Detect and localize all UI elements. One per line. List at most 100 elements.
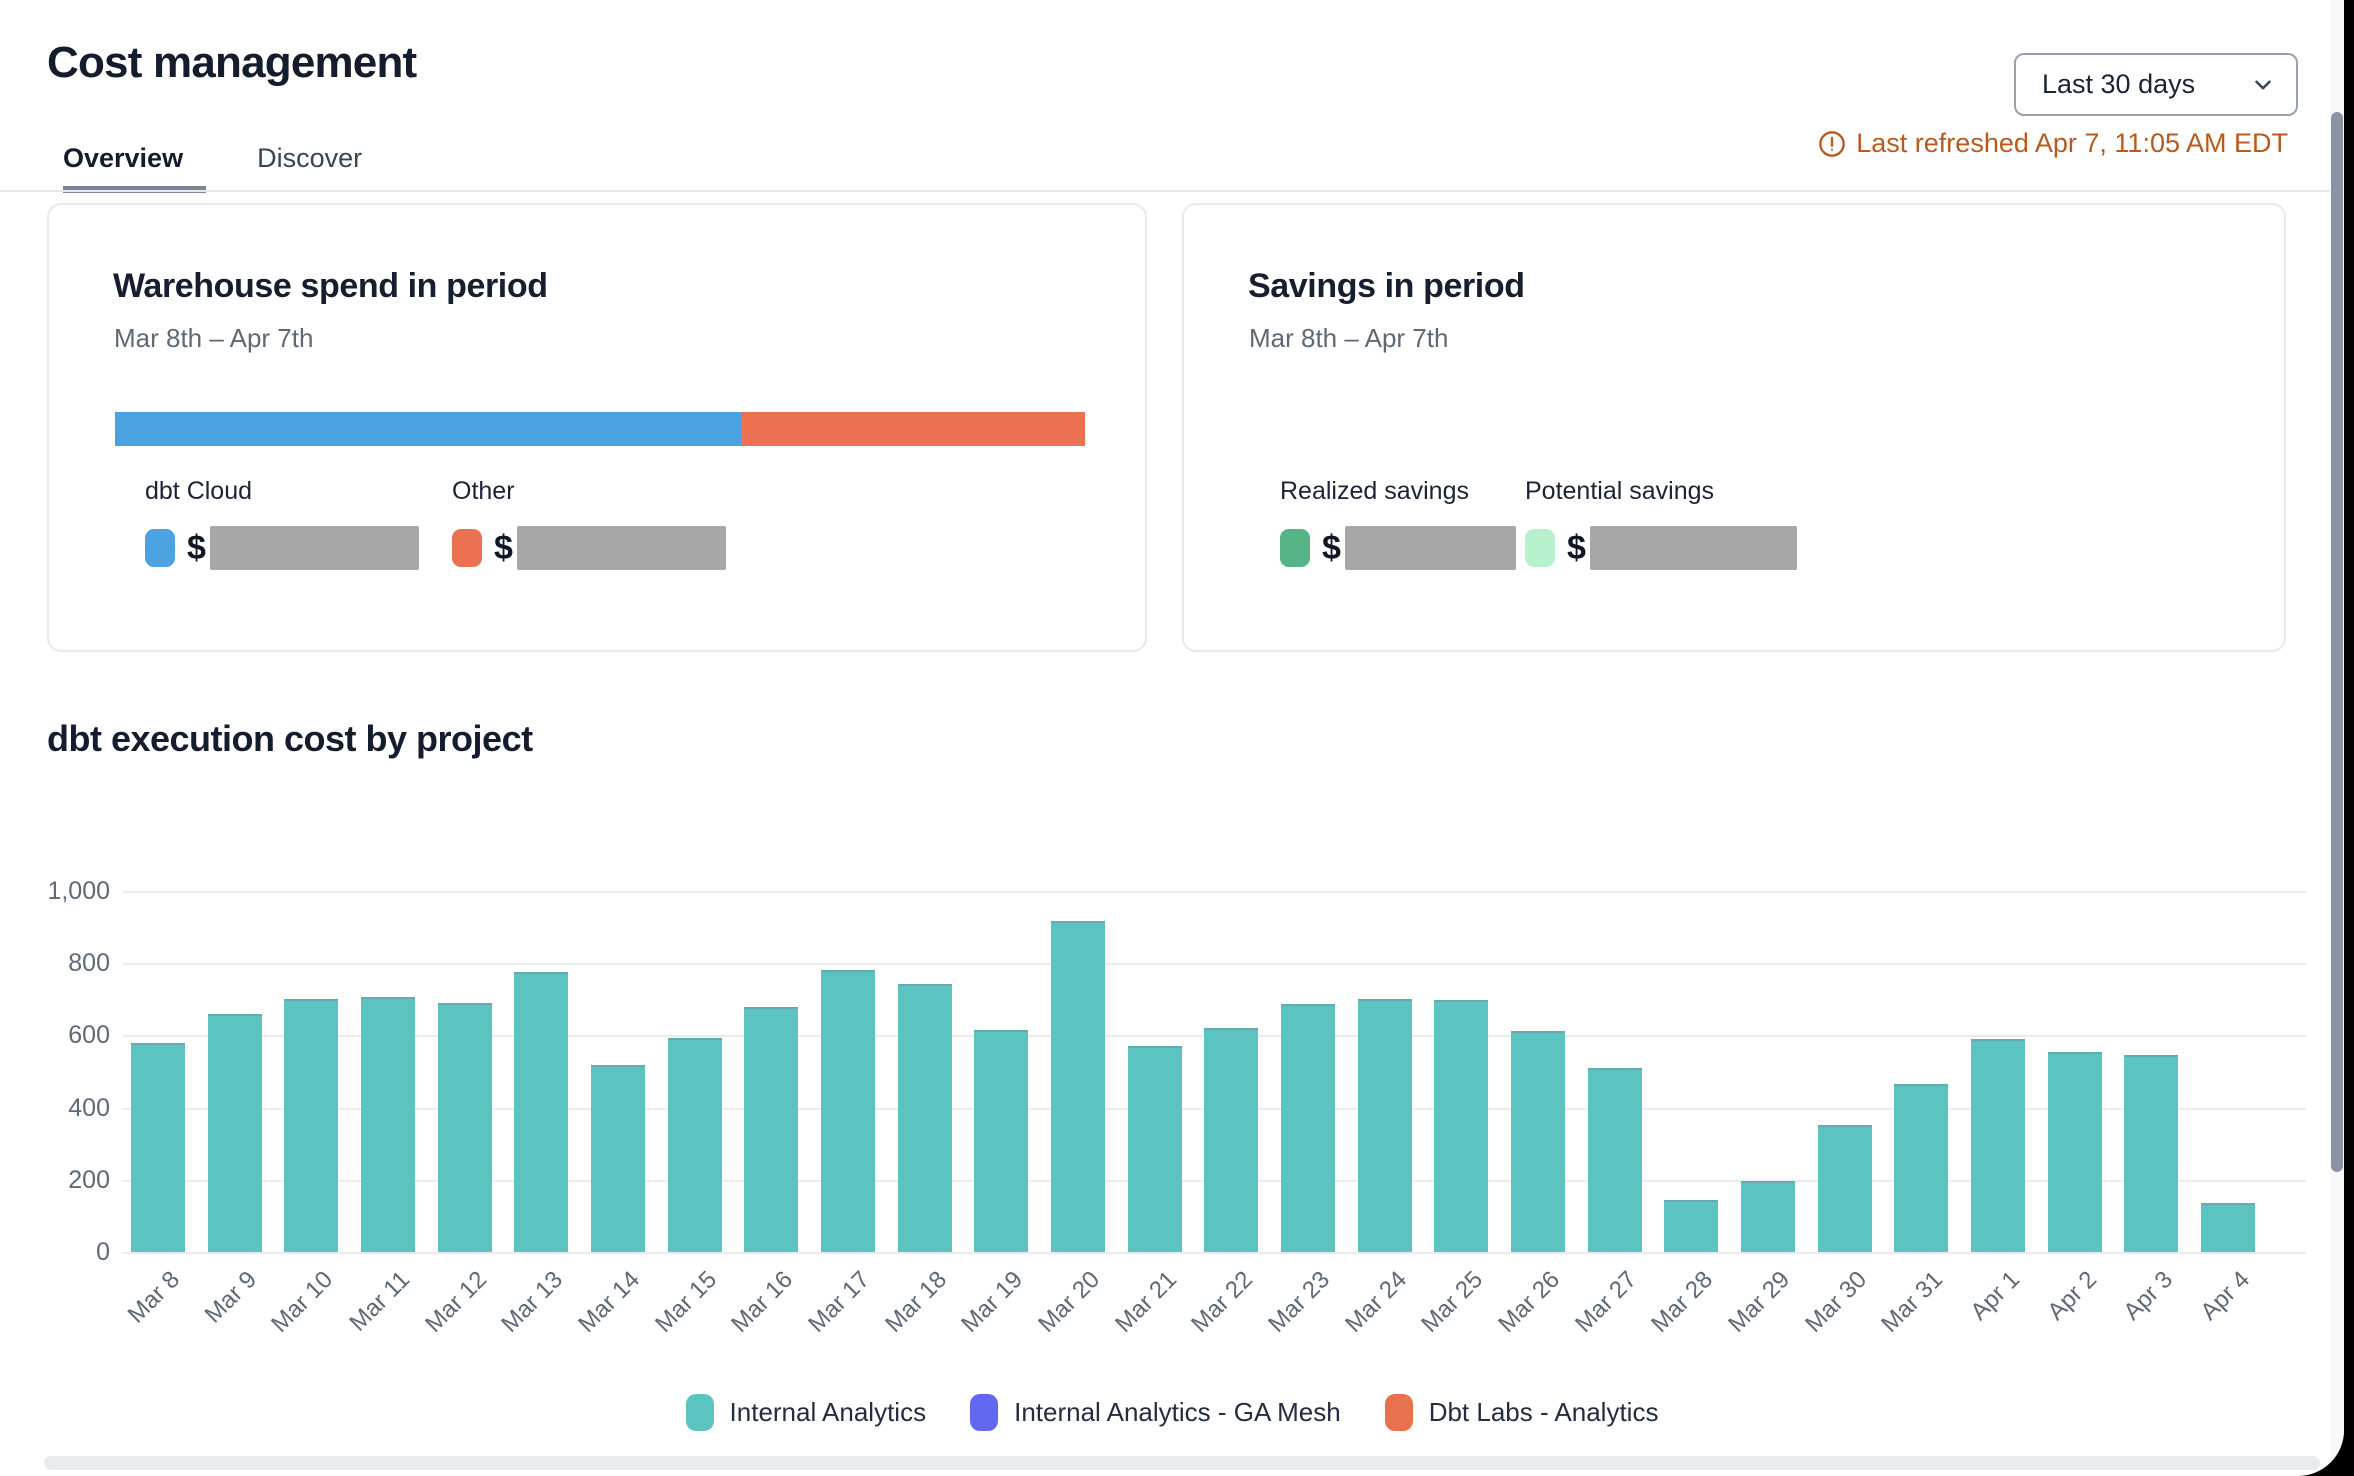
chevron-down-icon: [2255, 79, 2271, 90]
x-axis-tick-label: Mar 11: [344, 1266, 416, 1337]
x-axis-tick-label: Mar 26: [1493, 1266, 1566, 1338]
redacted-amount: [1589, 526, 1797, 570]
legend-color-swatch: [685, 1394, 714, 1431]
legend-item-dbt-labs-analytics[interactable]: Dbt Labs - Analytics: [1384, 1394, 1659, 1431]
currency-symbol: $: [1322, 528, 1341, 567]
redacted-amount: [1344, 526, 1516, 570]
x-axis-tick-label: Mar 21: [1109, 1266, 1182, 1338]
chart-bar[interactable]: [1740, 1181, 1795, 1252]
chart-bar[interactable]: [1127, 1046, 1182, 1252]
chart-bar[interactable]: [1817, 1124, 1872, 1252]
legend-item-internal-analytics-ga-mesh[interactable]: Internal Analytics - GA Mesh: [970, 1394, 1341, 1431]
legend-item-internal-analytics[interactable]: Internal Analytics: [685, 1394, 927, 1431]
x-axis-tick-label: Mar 14: [573, 1266, 646, 1338]
x-axis-tick-label: Apr 4: [2195, 1266, 2256, 1326]
y-axis-tick-label: 800: [68, 949, 110, 978]
spend-segment-dbt-cloud: [115, 412, 741, 446]
legend-entry-label: dbt Cloud: [145, 477, 253, 505]
chart-bar[interactable]: [2124, 1055, 2179, 1252]
chart-bar[interactable]: [820, 970, 875, 1252]
chart-legend: Internal Analytics Internal Analytics - G…: [0, 1394, 2344, 1431]
y-gridline: [123, 891, 2306, 893]
tab-discover[interactable]: Discover: [257, 143, 363, 173]
chart-bar[interactable]: [744, 1006, 799, 1252]
vertical-scrollbar[interactable]: [2331, 112, 2343, 1172]
legend-entry-dbt-cloud: dbt Cloud $: [145, 477, 419, 570]
x-axis-tick-label: Mar 9: [199, 1266, 262, 1329]
chart-bar[interactable]: [974, 1029, 1029, 1252]
x-axis-tick-label: Mar 16: [726, 1266, 799, 1338]
chart-bar[interactable]: [437, 1002, 492, 1252]
legend-entry-label: Realized savings: [1280, 477, 1469, 505]
color-swatch: [145, 529, 175, 567]
chart-bar[interactable]: [1894, 1084, 1949, 1252]
x-axis-tick-label: Mar 31: [1876, 1266, 1949, 1338]
x-axis-tick-label: Mar 12: [419, 1266, 492, 1338]
horizontal-scrollbar[interactable]: [44, 1456, 2320, 1470]
chart-bar[interactable]: [207, 1013, 262, 1252]
x-axis-tick-label: Apr 3: [2118, 1266, 2179, 1326]
currency-symbol: $: [494, 528, 513, 567]
x-axis-tick-label: Mar 22: [1186, 1266, 1259, 1338]
legend-entry-potential-savings: Potential savings $: [1525, 477, 1797, 570]
y-axis-tick-label: 600: [68, 1021, 110, 1050]
chart-bar[interactable]: [360, 997, 415, 1252]
legend-label: Dbt Labs - Analytics: [1428, 1397, 1659, 1427]
chart-bar[interactable]: [1204, 1028, 1259, 1252]
legend-entry-realized-savings: Realized savings $: [1280, 477, 1516, 570]
currency-symbol: $: [1567, 528, 1586, 567]
legend-entry-amount: $: [452, 526, 726, 570]
spend-segment-other: [740, 412, 1085, 446]
x-axis-tick-label: Mar 15: [649, 1266, 722, 1338]
color-swatch: [1525, 529, 1555, 567]
legend-entry-label: Other: [452, 477, 515, 505]
x-axis-tick-label: Mar 28: [1646, 1266, 1719, 1338]
savings-card-period: Mar 8th – Apr 7th: [1249, 323, 1449, 353]
savings-card: Savings in period Mar 8th – Apr 7th Real…: [1182, 203, 2286, 652]
spend-stacked-bar: [115, 412, 1085, 446]
chart-bar[interactable]: [1970, 1039, 2025, 1252]
chart-bar[interactable]: [1050, 920, 1105, 1252]
chart-bar[interactable]: [1280, 1003, 1335, 1252]
x-axis-tick-label: Mar 18: [879, 1266, 952, 1338]
legend-entry-amount: $: [145, 526, 419, 570]
legend-color-swatch: [1384, 1394, 1413, 1431]
tab-bar: Overview Discover: [63, 143, 362, 200]
x-axis-tick-label: Mar 10: [266, 1266, 339, 1338]
legend-label: Internal Analytics: [729, 1397, 927, 1427]
chart-bar[interactable]: [514, 972, 569, 1252]
warehouse-spend-card: Warehouse spend in period Mar 8th – Apr …: [47, 203, 1147, 652]
active-tab-indicator: [63, 186, 206, 193]
chart-bar[interactable]: [897, 984, 952, 1252]
chart-bar[interactable]: [2200, 1203, 2255, 1252]
legend-entry-other: Other $: [452, 477, 726, 570]
legend-entry-amount: $: [1525, 526, 1797, 570]
legend-label: Internal Analytics - GA Mesh: [1014, 1397, 1341, 1427]
chart-bar[interactable]: [1587, 1067, 1642, 1252]
chart-bar[interactable]: [667, 1037, 722, 1252]
date-range-dropdown[interactable]: Last 30 days: [2014, 53, 2298, 116]
x-axis-tick-label: Apr 2: [2042, 1266, 2102, 1326]
chart-bar[interactable]: [1510, 1031, 1565, 1252]
chart-bar[interactable]: [1357, 999, 1412, 1252]
chart-bar[interactable]: [131, 1042, 185, 1252]
chart-bar[interactable]: [1434, 1000, 1489, 1252]
x-axis-tick-label: Mar 8: [122, 1266, 186, 1329]
redacted-amount: [209, 526, 419, 570]
chart-bar[interactable]: [590, 1065, 645, 1252]
legend-color-swatch: [970, 1394, 999, 1431]
tab-overview[interactable]: Overview: [63, 143, 184, 173]
x-axis-tick-label: Mar 13: [496, 1266, 569, 1338]
y-axis-tick-label: 0: [96, 1238, 110, 1266]
legend-entry-label: Potential savings: [1525, 477, 1715, 505]
x-axis-tick-label: Mar 19: [956, 1266, 1029, 1338]
x-axis-tick-label: Mar 25: [1416, 1266, 1489, 1338]
page-title: Cost management: [47, 38, 417, 87]
chart-title: dbt execution cost by project: [47, 718, 533, 759]
chart-bar[interactable]: [284, 999, 339, 1252]
alert-circle-icon: [1819, 130, 1846, 157]
chart-bar[interactable]: [2047, 1052, 2102, 1252]
x-axis-tick-label: Mar 24: [1339, 1266, 1412, 1338]
chart-bar[interactable]: [1664, 1199, 1719, 1252]
y-axis-tick-label: 200: [68, 1165, 110, 1194]
